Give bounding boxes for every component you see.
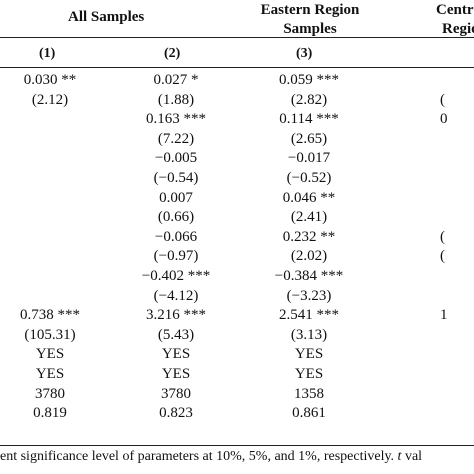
table-cell-c2: (−0.54) — [153, 170, 199, 186]
table-cell-c2: (−0.97) — [153, 248, 199, 265]
table-cell-c2: −0.005 — [154, 150, 198, 167]
table-cell-c3: 0.046 ** — [282, 189, 336, 206]
header-eastern-region: Eastern Region Samples — [250, 1, 370, 39]
table-cell-c2: 0.823 — [159, 405, 193, 422]
table-cell-c3: (−0.52) — [286, 170, 332, 186]
table-cell-c2: 0.027 * — [153, 72, 199, 88]
header-eastern-line1: Eastern Region — [260, 2, 360, 18]
table-cell-c3: 2.541 *** — [279, 307, 339, 324]
bottom-rule — [0, 445, 474, 446]
footnote: ent significance level of parameters at … — [0, 449, 422, 465]
table-cell-c4: ( — [440, 248, 445, 265]
table-cell-c4: 1 — [440, 307, 448, 324]
table-cell-c1: 0.738 *** — [20, 307, 80, 324]
table-cell-c2: 3780 — [161, 385, 191, 402]
table-cell-c2: (1.88) — [157, 91, 195, 108]
header-central-line1: Centra — [436, 2, 474, 18]
column-number-rule — [0, 67, 474, 68]
table-cell-c2: (7.22) — [157, 130, 195, 147]
header-rule — [0, 37, 474, 38]
header-all-samples: All Samples — [68, 9, 145, 25]
table-cell-c2: −0.066 — [154, 228, 198, 245]
table-cell-c3: (2.02) — [290, 248, 328, 265]
table-cell-c1: YES — [35, 366, 65, 382]
table-cell-c3: (2.82) — [290, 91, 328, 108]
header-central-region: Centra Regio — [434, 1, 474, 39]
table-cell-c2: YES — [161, 346, 191, 363]
table-cell-c1: 0.030 ** — [23, 72, 77, 88]
table-cell-c3: 0.861 — [292, 405, 326, 422]
table-cell-c3: YES — [294, 366, 324, 382]
footnote-t-italic: t — [397, 449, 402, 464]
table-cell-c2: (0.66) — [157, 209, 195, 226]
table-cell-c3: (2.41) — [290, 209, 328, 226]
table-cell-c3: −0.384 *** — [274, 268, 344, 284]
table-cell-c3: 0.114 *** — [279, 111, 339, 128]
column-number-2: (2) — [164, 46, 181, 61]
table-cell-c3: 0.232 ** — [282, 228, 336, 245]
header-central-line2: Regio — [442, 21, 474, 37]
table-cell-c2: 3.216 *** — [146, 307, 206, 324]
header-eastern-line2: Samples — [283, 21, 337, 37]
column-number-1: (1) — [39, 46, 56, 61]
table-cell-c3: (3.13) — [290, 326, 328, 343]
table-cell-c3: (2.65) — [290, 130, 328, 147]
table-cell-c1: 3780 — [35, 385, 65, 402]
footnote-tail: val — [404, 449, 423, 464]
table-cell-c2: (5.43) — [157, 326, 195, 343]
table-cell-c1: (105.31) — [24, 326, 76, 343]
table-cell-c4: ( — [440, 228, 445, 245]
table-cell-c3: YES — [294, 346, 324, 363]
footnote-text: ent significance level of parameters at … — [0, 449, 395, 464]
table-cell-c2: YES — [161, 366, 191, 382]
table-cell-c3: −0.017 — [287, 150, 331, 167]
table-cell-c2: 0.007 — [159, 189, 193, 206]
table-cell-c1: 0.819 — [33, 405, 67, 422]
table-cell-c3: 1358 — [294, 385, 324, 402]
table-cell-c3: (−3.23) — [286, 287, 332, 304]
table-cell-c3: 0.059 *** — [279, 72, 339, 88]
table-cell-c4: ( — [440, 91, 445, 108]
table-cell-c4: 0 — [440, 111, 448, 128]
table-cell-c1: YES — [35, 346, 65, 363]
table-cell-c2: (−4.12) — [153, 287, 199, 304]
table-cell-c1: (2.12) — [31, 91, 69, 108]
table-cell-c2: 0.163 *** — [146, 111, 206, 128]
column-number-3: (3) — [296, 46, 313, 61]
table-cell-c2: −0.402 *** — [141, 268, 211, 284]
